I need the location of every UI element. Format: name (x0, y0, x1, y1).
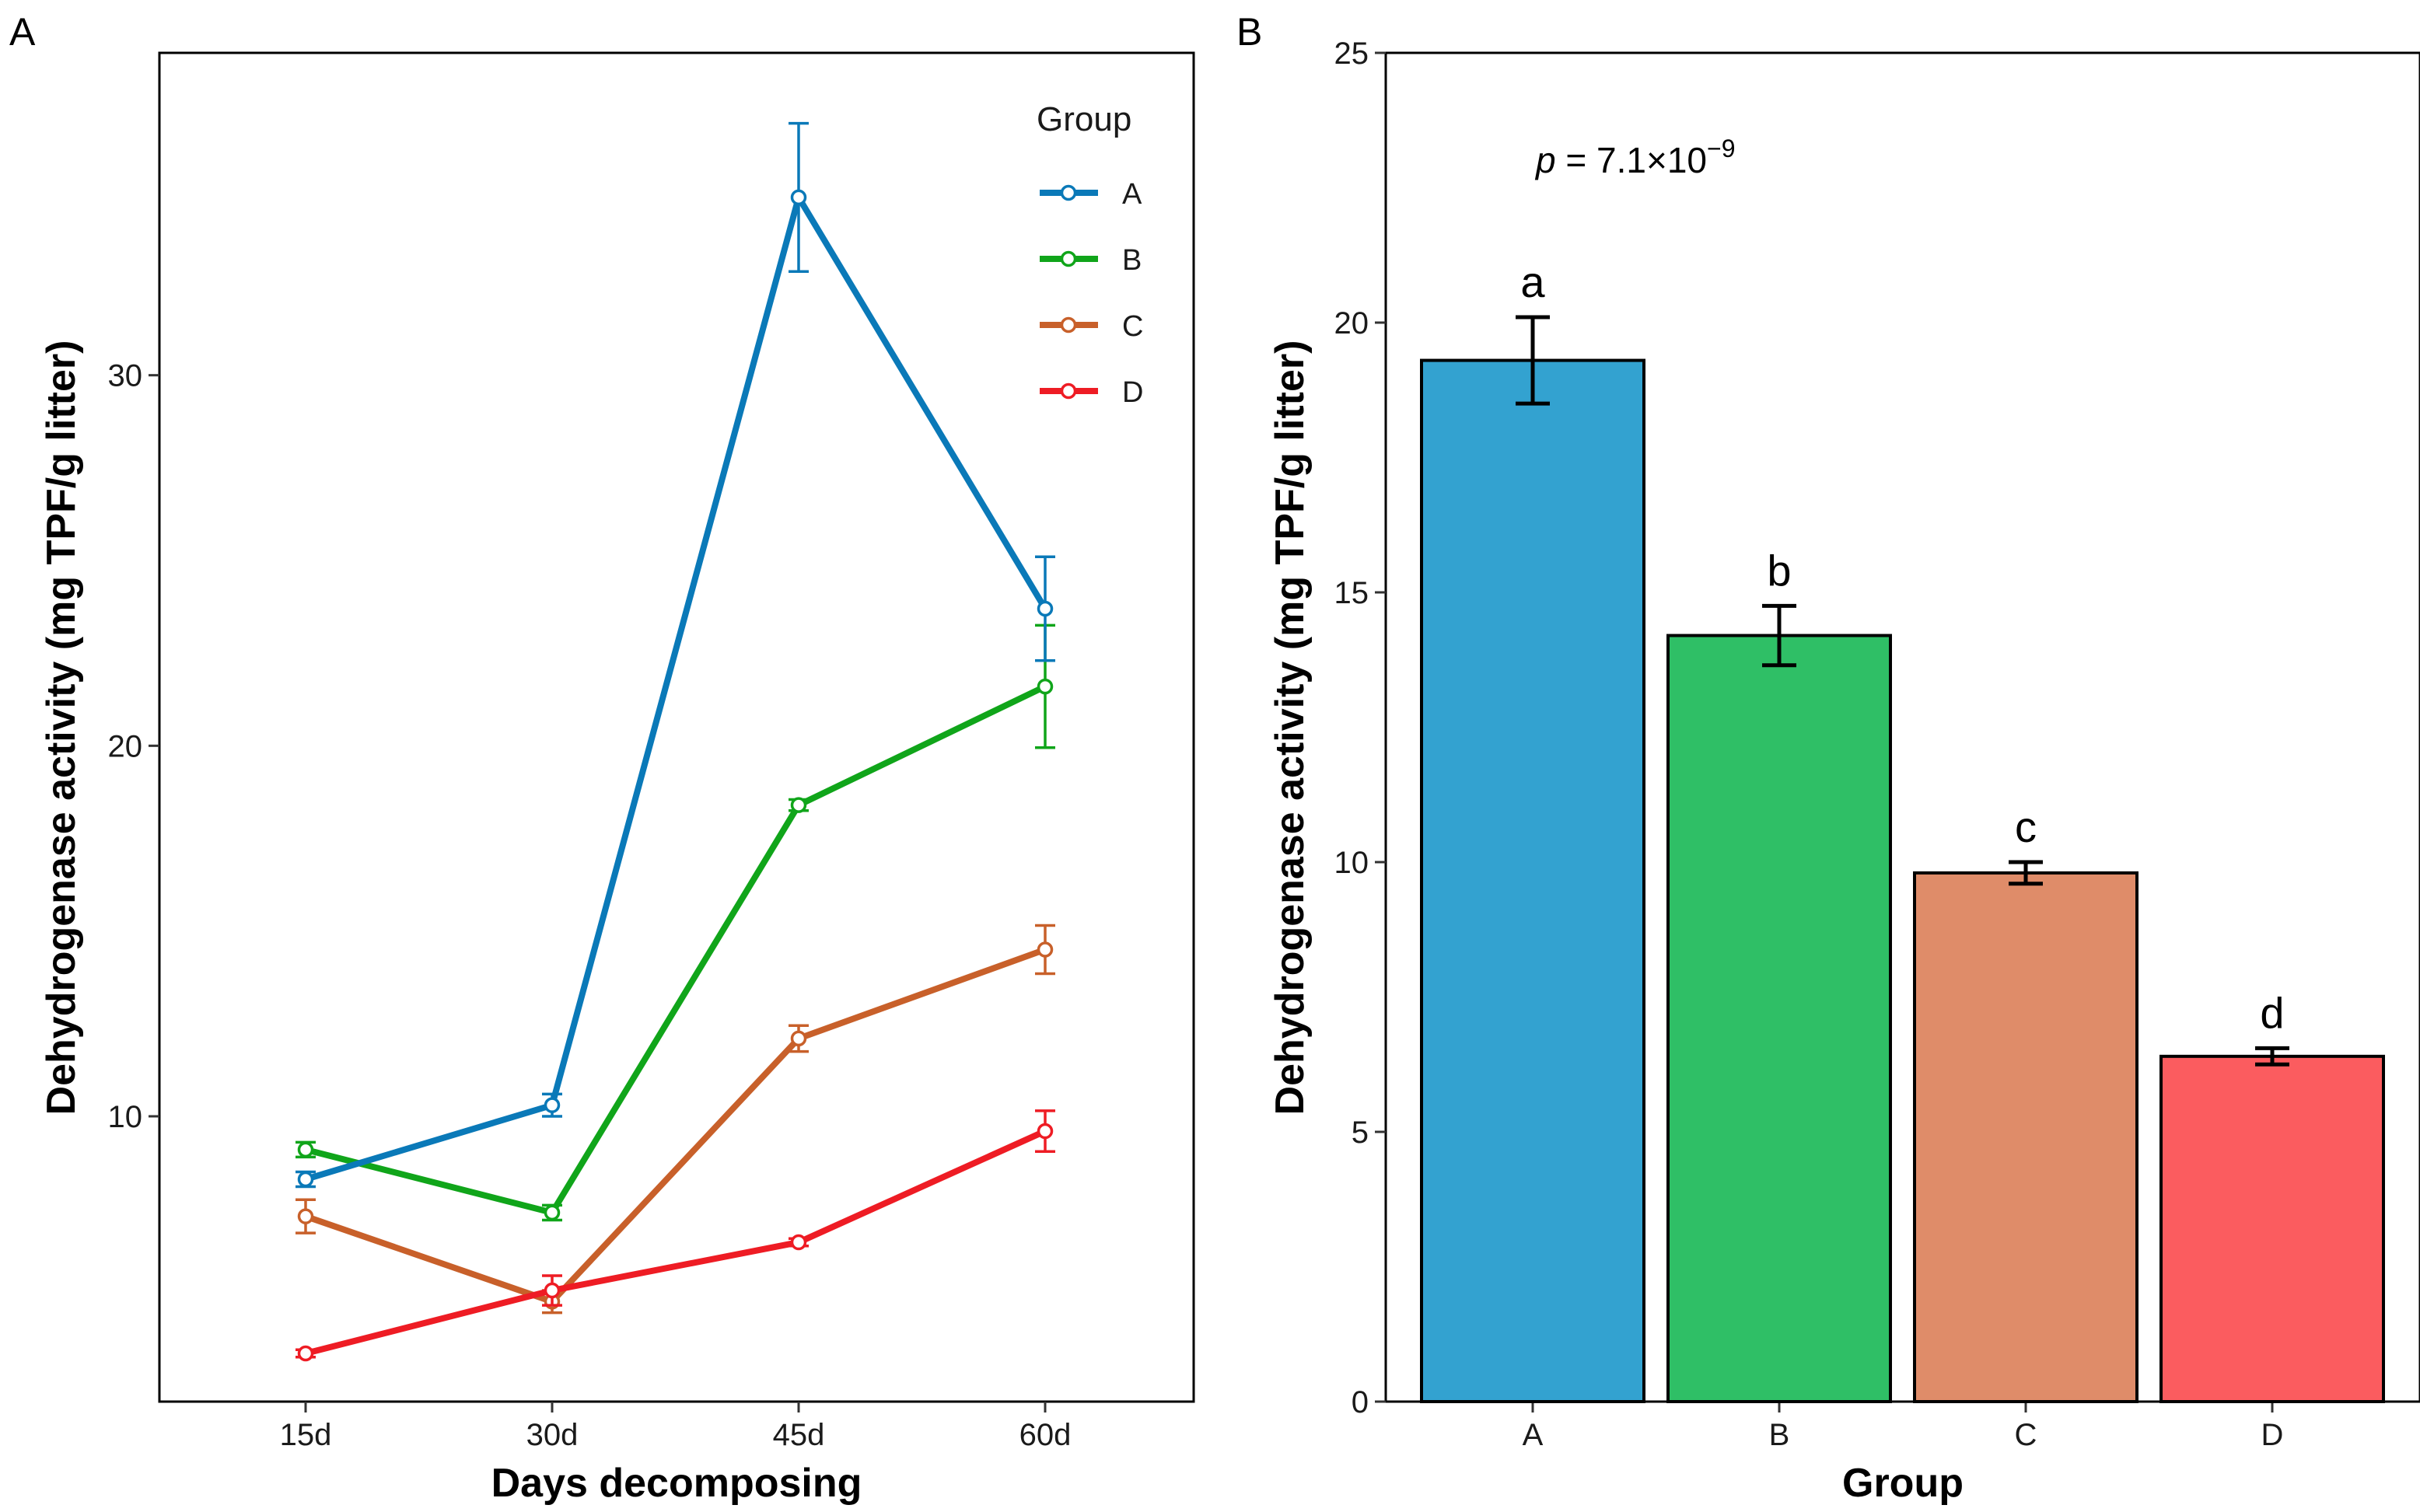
y-tick-label: 30 (108, 359, 143, 393)
y-tick-label: 15 (1334, 576, 1369, 610)
x-tick-label: D (2261, 1418, 2284, 1452)
legend-label-c: C (1122, 310, 1143, 343)
data-point (790, 1030, 807, 1047)
panel-a-y-axis-title: Dehydrogenase activity (mg TPF/g litter) (39, 340, 84, 1116)
series-c (296, 924, 1055, 1315)
x-tick-label: C (2015, 1418, 2037, 1452)
data-point (544, 1282, 561, 1299)
series-a (296, 121, 1055, 1189)
panel-a-y-axis: 10 20 30 (108, 359, 159, 1134)
panel-a-series (296, 121, 1055, 1362)
legend-label-b: B (1122, 244, 1142, 277)
y-tick-label: 10 (108, 1100, 143, 1134)
panel-a-label: A (9, 10, 36, 54)
panel-a-x-axis-title: Days decomposing (491, 1461, 862, 1506)
legend-key-point (1060, 184, 1077, 201)
data-point (790, 1234, 807, 1251)
significance-letter: d (2260, 988, 2284, 1037)
bar-group-b: b (1666, 546, 1892, 1403)
significance-letter: a (1520, 257, 1545, 306)
x-tick-label: 60d (1019, 1418, 1072, 1452)
panel-b-bars: a b c d (1420, 257, 2385, 1404)
series-line (302, 946, 1048, 1305)
panel-b-x-axis: A B C D (1523, 1402, 2284, 1452)
significance-letter: c (2015, 802, 2037, 851)
data-point (544, 1097, 561, 1113)
bar (2159, 1054, 2385, 1403)
panel-b: B 0 5 10 15 20 25 A B C D a b c d p = 7.1×10−9 Grou… (1236, 10, 2420, 1506)
data-point (790, 189, 807, 206)
series-d (296, 1109, 1055, 1362)
data-point (1037, 678, 1054, 695)
y-tick-label: 25 (1334, 37, 1369, 71)
significance-letter: b (1767, 546, 1791, 595)
data-point (297, 1141, 314, 1158)
legend-key-point (1060, 316, 1077, 333)
y-tick-label: 10 (1334, 846, 1369, 880)
y-tick-label: 20 (108, 729, 143, 763)
legend-key-point (1060, 382, 1077, 400)
p-value-exponent: −9 (1707, 134, 1735, 162)
series-line (302, 194, 1048, 1183)
data-point (790, 797, 807, 813)
y-tick-label: 0 (1352, 1385, 1369, 1419)
bar-group-c: c (1913, 802, 2138, 1403)
legend-label-a: A (1122, 178, 1142, 211)
series-line (302, 1128, 1048, 1357)
bar (1420, 358, 1645, 1404)
x-tick-label: 15d (280, 1418, 332, 1452)
data-point (1037, 941, 1054, 958)
data-point (297, 1208, 314, 1224)
series-b (296, 623, 1055, 1222)
p-value-annotation: p = 7.1×10−9 (1534, 134, 1735, 180)
data-point (544, 1204, 561, 1221)
panel-a-x-axis: 15d 30d 45d 60d (280, 1402, 1072, 1452)
series-line (302, 683, 1048, 1216)
legend-label-d: D (1122, 376, 1143, 409)
x-tick-label: 45d (773, 1418, 825, 1452)
x-tick-label: B (1769, 1418, 1790, 1452)
panel-a-plot-frame (158, 51, 1195, 1403)
bar-group-d: d (2159, 988, 2385, 1403)
panel-b-x-axis-title: Group (1842, 1461, 1964, 1506)
data-point (1037, 600, 1054, 617)
p-value-text: = 7.1×10 (1556, 140, 1707, 180)
x-tick-label: A (1523, 1418, 1544, 1452)
data-point (297, 1171, 314, 1188)
data-point (1037, 1123, 1054, 1140)
panel-b-label: B (1236, 10, 1262, 54)
legend-title: Group (1037, 100, 1131, 138)
y-tick-label: 20 (1334, 306, 1369, 340)
p-value-symbol: p (1534, 140, 1556, 180)
bar (1666, 634, 1892, 1403)
data-point (297, 1345, 314, 1362)
panel-a: A 10 20 30 15d 30d 45d 60d Days decomposing D… (9, 10, 1195, 1506)
bar-group-a: a (1420, 257, 1645, 1404)
panel-b-y-axis: 0 5 10 15 20 25 (1334, 37, 1386, 1419)
bar (1913, 871, 2138, 1403)
legend-key-point (1060, 250, 1077, 267)
panel-b-plot-frame (1384, 51, 2420, 1403)
y-tick-label: 5 (1352, 1116, 1369, 1150)
panel-b-y-axis-title: Dehydrogenase activity (mg TPF/g litter) (1268, 340, 1313, 1116)
x-tick-label: 30d (526, 1418, 579, 1452)
